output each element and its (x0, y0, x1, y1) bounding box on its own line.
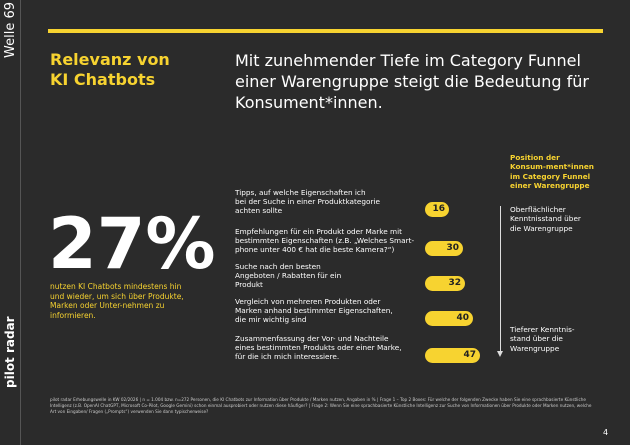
bar: 40 (425, 311, 473, 326)
category-label: Tipps, auf welche Eigenschaften ich bei … (235, 188, 380, 215)
funnel-bottom: Tieferer Kenntnis-stand über die Warengr… (510, 325, 575, 353)
intro: Mit zunehmender Tiefe im Category Funnel… (235, 51, 589, 112)
footnote: pilot radar Erhebungswelle in KW 02/2026… (50, 397, 592, 414)
bar-row: Vergleich von mehreren Produkten oder Ma… (235, 297, 495, 331)
category-label: Zusammenfassung der Vor- und Nachteile e… (235, 334, 402, 361)
bar-row: Tipps, auf welche Eigenschaften ich bei … (235, 188, 495, 222)
bar-row: Empfehlungen für ein Produkt oder Marke … (235, 227, 495, 261)
funnel-top: Oberflächlicher Kenntnisstand über die W… (510, 205, 581, 233)
funnel-title: Position der Konsum-ment*innen im Catego… (510, 153, 594, 190)
kpi-text: nutzen KI Chatbots mindestens hin und wi… (50, 282, 184, 320)
bar: 16 (425, 202, 449, 217)
bar-row: Suche nach den besten Angeboten / Rabatt… (235, 262, 495, 296)
arrow-head (497, 351, 503, 357)
bar: 30 (425, 241, 463, 256)
brand: pilot radar (3, 316, 17, 388)
category-label: Empfehlungen für ein Produkt oder Marke … (235, 227, 415, 254)
funnel-arrow (500, 206, 501, 354)
category-label: Vergleich von mehreren Produkten oder Ma… (235, 297, 393, 324)
side-strip (0, 0, 21, 445)
bar-row: Zusammenfassung der Vor- und Nachteile e… (235, 334, 495, 368)
kpi-value: 27% (48, 203, 216, 285)
headline: Relevanz von KI Chatbots (50, 50, 170, 89)
top-rule (48, 29, 603, 33)
bar: 32 (425, 276, 465, 291)
page-number: 4 (603, 428, 609, 437)
bar: 47 (425, 348, 480, 363)
category-label: Suche nach den besten Angeboten / Rabatt… (235, 262, 342, 289)
side-label: Welle 69 (3, 2, 18, 58)
